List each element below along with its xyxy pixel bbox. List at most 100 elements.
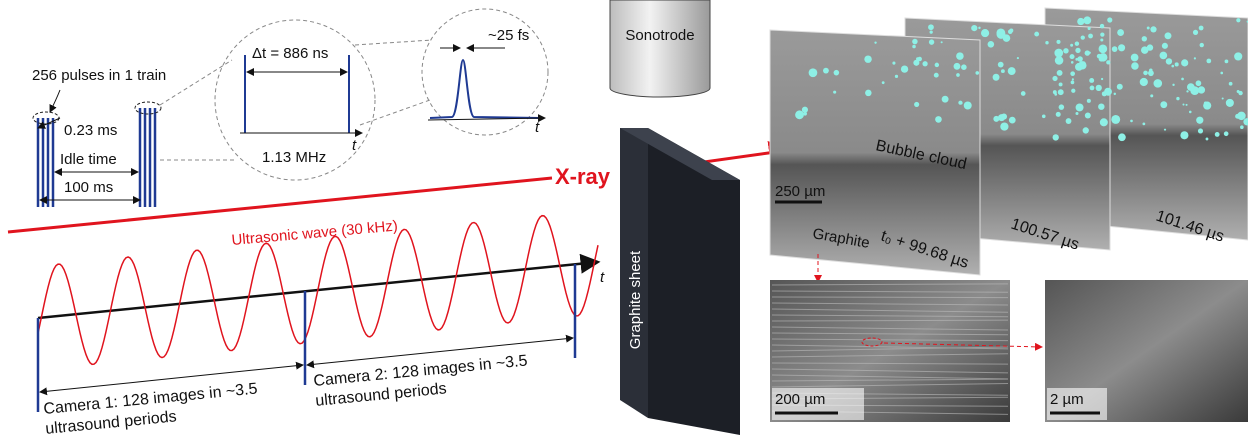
bubble (956, 73, 960, 77)
pulse-shape (430, 60, 540, 118)
bubble (1117, 84, 1123, 90)
bubble (1075, 42, 1079, 46)
bubble (1057, 70, 1063, 76)
bubble (795, 110, 804, 119)
zoom-line (160, 60, 232, 105)
bubble (1052, 76, 1057, 81)
bubble (1172, 84, 1174, 86)
bubble (1054, 49, 1063, 58)
bubble (1226, 99, 1234, 107)
bubble (1083, 16, 1091, 24)
bubble (930, 31, 933, 34)
bubble (1076, 103, 1084, 111)
arrow (50, 90, 60, 112)
bubble (895, 75, 898, 78)
bubble (1106, 60, 1110, 64)
bubble (942, 96, 949, 103)
bubble (1164, 129, 1166, 131)
bubble (1008, 67, 1016, 75)
bubble (1100, 24, 1104, 28)
scale-label: 250 µm (775, 183, 825, 200)
bubble (912, 45, 916, 49)
bubble (1148, 70, 1154, 76)
bubble (1102, 91, 1107, 96)
bubble (1085, 50, 1090, 55)
bubble (1070, 54, 1075, 59)
bubble (1176, 97, 1179, 100)
bubble (1203, 102, 1211, 110)
bubble (1229, 82, 1233, 86)
bubble (1000, 122, 1008, 130)
bubble (1099, 53, 1107, 61)
bubble (1070, 44, 1073, 47)
bubble (1063, 48, 1068, 53)
axis-label: t (600, 269, 605, 286)
bubble (864, 55, 871, 62)
bubble (1058, 89, 1064, 95)
bubble (882, 81, 885, 84)
bubble (935, 116, 942, 123)
bubble (1130, 120, 1133, 123)
bubble (1162, 43, 1168, 49)
bubble (1182, 103, 1184, 105)
sem-stratum (772, 297, 1008, 298)
bubble (865, 90, 872, 97)
pulse-title: 256 pulses in 1 train (32, 67, 166, 84)
sonotrode-label: Sonotrode (625, 27, 694, 44)
bubble (1240, 125, 1244, 129)
bubble (928, 24, 934, 30)
bubble (964, 101, 972, 109)
bubble (1054, 93, 1057, 96)
bubble (1160, 52, 1168, 60)
bubble (1100, 118, 1108, 126)
bubble (922, 61, 927, 66)
bubble (1147, 27, 1150, 30)
bubble (1215, 132, 1220, 137)
bubble (1196, 80, 1202, 86)
bubble (874, 41, 876, 43)
bubble (957, 65, 959, 67)
bubble (1107, 93, 1110, 96)
bubble (941, 41, 943, 43)
bubble (1141, 46, 1148, 53)
bubble (1220, 72, 1223, 75)
bubble (1075, 112, 1078, 115)
bubble (1112, 46, 1118, 52)
bubble (1077, 18, 1084, 25)
bubble (1150, 94, 1153, 97)
bubble (1088, 34, 1093, 39)
bubble (1180, 131, 1188, 139)
axis-label: t (352, 137, 357, 154)
ultrasound-label: Ultrasonic wave (30 kHz) (231, 218, 399, 249)
bubble (1107, 17, 1112, 22)
bubble (1142, 123, 1145, 126)
bubble (1088, 27, 1091, 30)
bubble (993, 74, 1000, 81)
bubble (1222, 98, 1224, 100)
sem-scale: 200 µm (775, 391, 825, 408)
bubble (1082, 61, 1086, 65)
bubble (1225, 59, 1229, 63)
bubble (1098, 103, 1104, 109)
pulse-duration: ~25 fs (488, 27, 529, 44)
sem-scale: 2 µm (1050, 391, 1084, 408)
period-label: 100 ms (64, 179, 113, 196)
bubble (1187, 83, 1195, 91)
bubble (1008, 29, 1012, 33)
bubble (1165, 32, 1172, 39)
bubble (956, 52, 964, 60)
bubble (1089, 78, 1094, 83)
zoom-line (355, 40, 432, 45)
bubble (1236, 18, 1240, 22)
bubble (1186, 90, 1188, 92)
bubble (1171, 65, 1174, 68)
bubble (1083, 127, 1089, 133)
bubble (1100, 33, 1104, 37)
bubble (1193, 30, 1198, 35)
bubble (1070, 71, 1075, 76)
bubble (1075, 48, 1080, 53)
bubble (912, 39, 917, 44)
bubble (981, 29, 989, 37)
bubble (998, 62, 1004, 68)
bubble (975, 71, 979, 75)
